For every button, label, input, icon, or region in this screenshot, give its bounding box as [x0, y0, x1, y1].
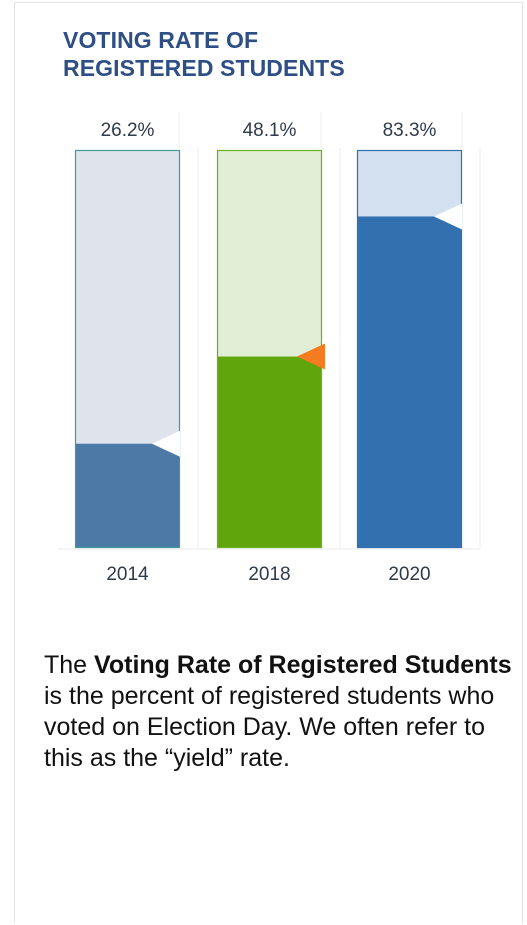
x-tick-2014: 2014: [106, 564, 149, 585]
card-frame: [14, 2, 523, 923]
chart-title: VOTING RATE OF REGISTERED STUDENTS: [63, 26, 483, 82]
marker-2018: [297, 343, 325, 370]
bar-outline-2014: [74, 149, 181, 549]
chart-title-line-2: REGISTERED STUDENTS: [63, 55, 345, 81]
x-tick-2018: 2018: [248, 564, 290, 585]
value-label-2014: 26.2%: [101, 120, 155, 141]
bar-2020: [357, 216, 462, 548]
bar-2018: [217, 356, 322, 548]
chart-title-line-1: VOTING RATE OF: [63, 27, 259, 53]
bar-outline-2020: [356, 149, 463, 549]
value-label-2018: 48.1%: [243, 120, 297, 141]
description: The Voting Rate of Registered Students i…: [44, 650, 514, 774]
description-prefix: The: [44, 651, 95, 679]
description-suffix: is the percent of registered students wh…: [44, 682, 495, 772]
x-tick-2020: 2020: [388, 564, 430, 585]
description-bold-term: Voting Rate of Registered Students: [94, 651, 512, 679]
marker-2020: [434, 203, 462, 230]
marker-2014: [152, 430, 180, 457]
value-label-2020: 83.3%: [383, 120, 437, 141]
voting-rate-chart: 26.2% 2014 48.1% 2018 83.3% 2020: [58, 112, 481, 585]
bar-2014: [75, 443, 180, 548]
